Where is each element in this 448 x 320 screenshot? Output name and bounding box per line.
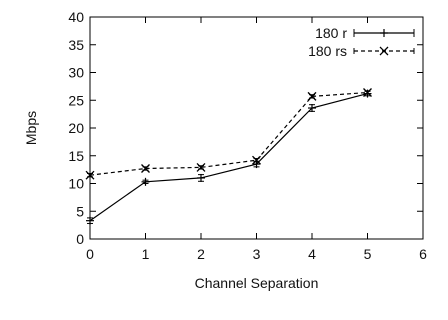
x-tick-label: 1 xyxy=(142,246,150,262)
y-tick-label: 5 xyxy=(76,203,84,219)
x-tick-label: 6 xyxy=(419,246,427,262)
data-point xyxy=(307,91,317,101)
legend-marker xyxy=(379,46,389,56)
series-line xyxy=(89,91,368,176)
data-point xyxy=(196,162,206,172)
y-tick-label: 20 xyxy=(68,120,84,136)
data-point xyxy=(141,164,150,173)
plot-border xyxy=(89,16,424,240)
legend-label: 180 rs xyxy=(308,43,347,59)
y-tick-label: 25 xyxy=(68,92,84,108)
x-tick-label: 4 xyxy=(308,246,316,262)
x-tick-label: 0 xyxy=(86,246,94,262)
x-tick-label: 2 xyxy=(197,246,205,262)
y-axis-title: Mbps xyxy=(23,111,39,145)
y-tick-label: 10 xyxy=(68,176,84,192)
plot-frame xyxy=(89,16,424,240)
series-1 xyxy=(86,89,372,225)
y-tick-label: 35 xyxy=(68,37,84,53)
y-tick-label: 40 xyxy=(68,9,84,25)
y-tick-label: 0 xyxy=(76,231,84,247)
legend: 180 r 180 rs xyxy=(308,25,415,59)
legend-label: 180 r xyxy=(315,25,347,41)
series-2 xyxy=(85,88,372,180)
x-axis: 0 1 2 3 4 5 6 xyxy=(86,17,427,262)
data-point xyxy=(85,170,95,180)
series-line xyxy=(89,93,368,222)
data-point xyxy=(363,88,372,97)
data-point xyxy=(252,155,261,165)
x-tick-label: 5 xyxy=(364,246,372,262)
y-tick-label: 15 xyxy=(68,148,84,164)
y-tick-label: 30 xyxy=(68,65,84,81)
x-tick-label: 3 xyxy=(253,246,261,262)
x-axis-title: Channel Separation xyxy=(195,275,319,291)
y-axis: 0 5 10 15 20 25 30 35 40 xyxy=(68,9,423,247)
series-layer xyxy=(85,88,372,225)
